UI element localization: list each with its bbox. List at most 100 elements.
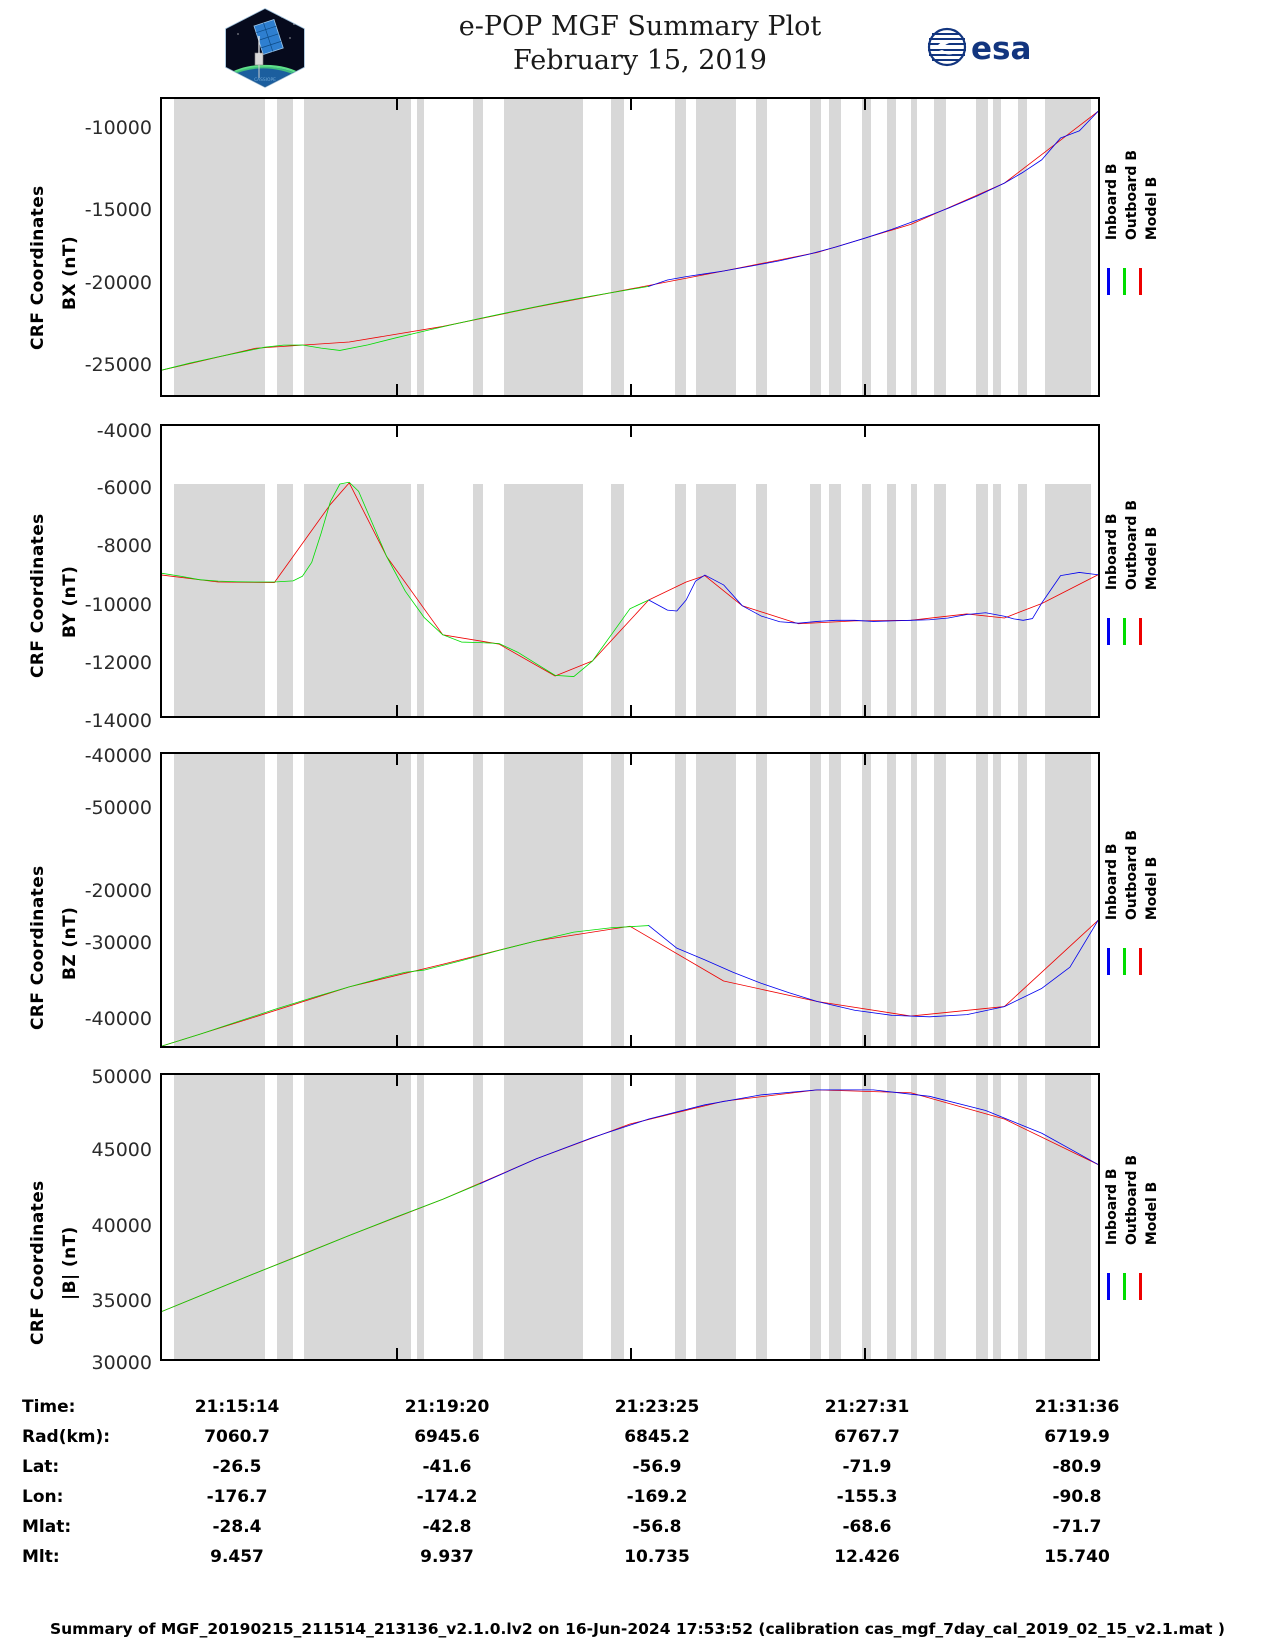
legend-swatch <box>1107 948 1110 975</box>
ytick-bx-1: -15000 <box>84 199 152 221</box>
shaded-band <box>416 484 425 716</box>
shaded-band <box>277 99 294 395</box>
legend-swatches <box>1107 268 1142 295</box>
trace-outboard-b <box>162 926 649 1046</box>
shaded-band <box>809 754 821 1046</box>
trace-inboard-b <box>649 920 1098 1016</box>
legend-swatches <box>1107 618 1142 645</box>
ytick-babs-1: 45000 <box>91 1139 152 1161</box>
ytick-bx-3: -25000 <box>84 354 152 376</box>
shaded-band <box>416 99 425 395</box>
table-cell: -155.3 <box>836 1487 898 1507</box>
x-axis-tick <box>864 384 866 395</box>
chart-panel-bz <box>160 752 1100 1048</box>
axis-title-babs-line2: |B| (nT) <box>60 1226 80 1300</box>
legend-labels: Inboard B Outboard B Model B <box>1104 150 1164 240</box>
trace-model-b <box>162 1090 1098 1312</box>
shaded-band <box>809 99 821 395</box>
ytick-bz-2: -20000 <box>84 880 152 902</box>
table-cell: 21:27:31 <box>824 1397 910 1417</box>
x-axis-tick <box>396 1348 398 1359</box>
legend-label: Inboard B <box>1104 163 1120 241</box>
shaded-band <box>174 754 265 1046</box>
legend-swatch <box>1123 948 1126 975</box>
ephemeris-table: Time: 21:15:14 21:19:20 21:23:25 21:27:31 21:… <box>0 1392 1275 1572</box>
chart-panel-babs <box>160 1073 1100 1361</box>
shaded-band <box>910 754 918 1046</box>
legend-swatches <box>1107 948 1142 975</box>
table-cell: 6767.7 <box>834 1427 900 1447</box>
x-axis-tick <box>630 754 632 765</box>
shaded-band <box>887 99 896 395</box>
legend-label: Model B <box>1144 856 1160 921</box>
plot-area-babs <box>162 1075 1098 1359</box>
shaded-band <box>993 484 1001 716</box>
shaded-band <box>611 99 625 395</box>
ytick-by-3: -10000 <box>84 594 152 616</box>
ytick-bz-1: -50000 <box>84 797 152 819</box>
legend-swatch <box>1107 268 1110 295</box>
ytick-babs-3: 35000 <box>91 1290 152 1312</box>
table-row: Mlat: -28.4 -42.8 -56.8 -68.6 -71.7 <box>22 1512 1182 1542</box>
table-row: Rad(km): 7060.7 6945.6 6845.2 6767.7 6719.9 <box>22 1422 1182 1452</box>
table-row-label: Lon: <box>22 1487 64 1507</box>
legend-label: Model B <box>1144 1181 1160 1246</box>
shaded-band <box>695 484 736 716</box>
ytick-bx-0: -10000 <box>84 117 152 139</box>
x-axis-tick <box>630 1035 632 1046</box>
shaded-band <box>976 1075 988 1359</box>
trace-inboard-b <box>649 572 1098 623</box>
x-axis-tick <box>396 99 398 110</box>
x-axis-tick <box>864 99 866 110</box>
shaded-band <box>887 484 896 716</box>
table-cell: -71.7 <box>1052 1517 1102 1537</box>
esa-logo: esa <box>925 25 1050 69</box>
legend-labels: Inboard B Outboard B Model B <box>1104 1155 1164 1245</box>
chart-panel-bx <box>160 97 1100 397</box>
table-cell: 6845.2 <box>624 1427 690 1447</box>
legend-label: Outboard B <box>1124 1155 1140 1246</box>
x-axis-tick <box>864 1348 866 1359</box>
shaded-band <box>174 484 265 716</box>
shaded-band <box>1044 754 1092 1046</box>
legend-labels: Inboard B Outboard B Model B <box>1104 500 1164 590</box>
table-cell: -90.8 <box>1052 1487 1102 1507</box>
table-cell: 15.740 <box>1044 1547 1110 1567</box>
shaded-band <box>174 99 265 395</box>
legend-swatches <box>1107 1273 1142 1300</box>
x-axis-tick <box>864 1035 866 1046</box>
shaded-band <box>993 1075 1001 1359</box>
table-row: Lat: -26.5 -41.6 -56.9 -71.9 -80.9 <box>22 1452 1182 1482</box>
footer-text: Summary of MGF_20190215_211514_213136_v2… <box>49 1620 1226 1638</box>
ytick-by-4: -12000 <box>84 652 152 674</box>
x-axis-tick <box>864 754 866 765</box>
shaded-band <box>304 1075 411 1359</box>
table-cell: 7060.7 <box>204 1427 270 1447</box>
x-axis-tick <box>630 384 632 395</box>
shaded-band <box>674 1075 687 1359</box>
table-cell: -71.9 <box>842 1457 892 1477</box>
shaded-band <box>472 484 484 716</box>
shaded-band <box>174 1075 265 1359</box>
shaded-band <box>503 754 584 1046</box>
plot-area-bz <box>162 754 1098 1046</box>
legend-swatch <box>1139 948 1142 975</box>
table-cell: -26.5 <box>212 1457 262 1477</box>
trace-model-b <box>162 483 1098 676</box>
ytick-babs-2: 40000 <box>91 1215 152 1237</box>
legend-swatch <box>1123 1273 1126 1300</box>
x-axis-tick <box>396 1035 398 1046</box>
shaded-band <box>304 99 411 395</box>
legend-label: Outboard B <box>1124 500 1140 591</box>
esa-logo-text: esa <box>971 31 1031 67</box>
shaded-band <box>829 484 841 716</box>
table-row: Time: 21:15:14 21:19:20 21:23:25 21:27:31 21:… <box>22 1392 1182 1422</box>
ytick-bx-2: -20000 <box>84 272 152 294</box>
legend-swatch <box>1139 268 1142 295</box>
ytick-by-0: -4000 <box>96 420 152 442</box>
x-axis-tick <box>864 426 866 437</box>
shaded-band <box>277 1075 294 1359</box>
shaded-band <box>976 99 988 395</box>
shaded-band <box>1017 754 1027 1046</box>
x-axis-tick <box>396 426 398 437</box>
